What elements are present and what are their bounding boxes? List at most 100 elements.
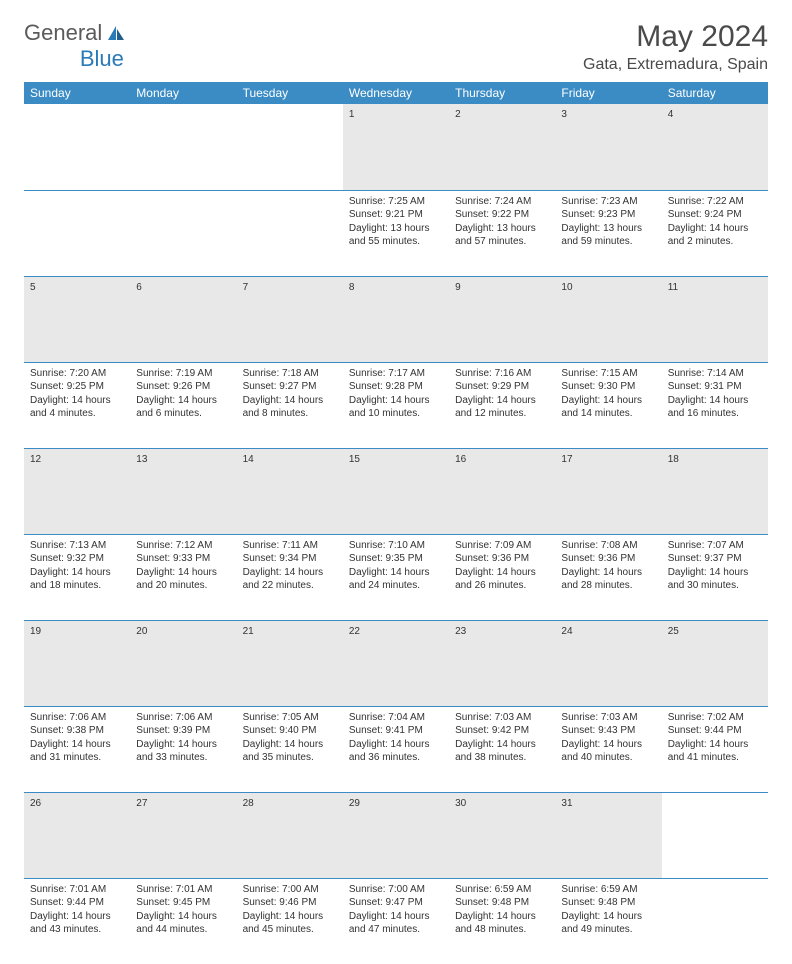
sunset-line: Sunset: 9:48 PM: [455, 896, 549, 910]
sunset-line: Sunset: 9:47 PM: [349, 896, 443, 910]
day-content-cell: Sunrise: 7:03 AMSunset: 9:42 PMDaylight:…: [449, 706, 555, 792]
sunrise-line: Sunrise: 7:11 AM: [243, 539, 337, 553]
daylight-line: Daylight: 14 hours and 20 minutes.: [136, 566, 230, 593]
sunset-line: Sunset: 9:32 PM: [30, 552, 124, 566]
content-row: Sunrise: 7:13 AMSunset: 9:32 PM Daylight:…: [24, 534, 768, 620]
sunrise-line: Sunrise: 7:02 AM: [668, 711, 762, 725]
day-details: Sunrise: 7:15 AMSunset: 9:30 PMDaylight:…: [561, 367, 655, 421]
content-row: Sunrise: 7:20 AMSunset: 9:25 PMDaylight:…: [24, 362, 768, 448]
daylight-line: Daylight: 14 hours and 16 minutes.: [668, 394, 762, 421]
sunrise-line: Sunrise: 7:12 AM: [136, 539, 230, 553]
day-details: Sunrise: 7:14 AMSunset: 9:31 PMDaylight:…: [668, 367, 762, 421]
sunset-line: Sunset: 9:40 PM: [243, 724, 337, 738]
day-details: Sunrise: 7:24 AMSunset: 9:22 PMDaylight:…: [455, 195, 549, 249]
sunrise-line: Sunrise: 7:13 AM: [30, 539, 124, 553]
day-content-cell: Sunrise: 7:09 AMSunset: 9:36 PMDaylight:…: [449, 534, 555, 620]
daylight-line: Daylight: 14 hours and 35 minutes.: [243, 738, 337, 765]
sunrise-line: Sunrise: 7:01 AM: [136, 883, 230, 897]
daylight-line: Daylight: 14 hours and 12 minutes.: [455, 394, 549, 421]
day-details: Sunrise: 7:19 AMSunset: 9:26 PMDaylight:…: [136, 367, 230, 421]
day-content-cell: Sunrise: 7:25 AMSunset: 9:21 PMDaylight:…: [343, 190, 449, 276]
sunrise-line: Sunrise: 7:18 AM: [243, 367, 337, 381]
day-details: Sunrise: 6:59 AMSunset: 9:48 PMDaylight:…: [561, 883, 655, 937]
day-content-cell: Sunrise: 7:01 AMSunset: 9:45 PMDaylight:…: [130, 878, 236, 964]
daynum-row: 19202122232425: [24, 620, 768, 706]
daylight-line: Daylight: 14 hours and 41 minutes.: [668, 738, 762, 765]
day-number-cell: 18: [662, 448, 768, 534]
weekday-header: Tuesday: [237, 82, 343, 104]
day-details: Sunrise: 7:25 AMSunset: 9:21 PMDaylight:…: [349, 195, 443, 249]
day-details: Sunrise: 7:11 AMSunset: 9:34 PMDaylight:…: [243, 539, 337, 593]
day-content-cell: Sunrise: 7:04 AMSunset: 9:41 PMDaylight:…: [343, 706, 449, 792]
day-number-cell: 9: [449, 276, 555, 362]
day-number-cell: 5: [24, 276, 130, 362]
sunrise-line: Sunrise: 7:00 AM: [349, 883, 443, 897]
day-content-cell: Sunrise: 6:59 AMSunset: 9:48 PMDaylight:…: [449, 878, 555, 964]
sunset-line: Sunset: 9:36 PM: [455, 552, 549, 566]
day-number-cell: 2: [449, 104, 555, 190]
content-row: Sunrise: 7:06 AMSunset: 9:38 PMDaylight:…: [24, 706, 768, 792]
sunset-line: Sunset: 9:28 PM: [349, 380, 443, 394]
day-content-cell: [662, 878, 768, 964]
daylight-line: Daylight: 13 hours and 59 minutes.: [561, 222, 655, 249]
sunset-line: Sunset: 9:23 PM: [561, 208, 655, 222]
sunset-line: Sunset: 9:37 PM: [668, 552, 762, 566]
day-content-cell: Sunrise: 7:19 AMSunset: 9:26 PMDaylight:…: [130, 362, 236, 448]
day-number-cell: 14: [237, 448, 343, 534]
day-number-cell: [662, 792, 768, 878]
day-details: Sunrise: 6:59 AMSunset: 9:48 PMDaylight:…: [455, 883, 549, 937]
day-content-cell: Sunrise: 7:18 AMSunset: 9:27 PMDaylight:…: [237, 362, 343, 448]
day-content-cell: Sunrise: 7:13 AMSunset: 9:32 PMDaylight:…: [24, 534, 130, 620]
day-number-cell: 29: [343, 792, 449, 878]
day-number-cell: 21: [237, 620, 343, 706]
day-content-cell: [24, 190, 130, 276]
day-number-cell: 19: [24, 620, 130, 706]
sunset-line: Sunset: 9:27 PM: [243, 380, 337, 394]
sunrise-line: Sunrise: 7:19 AM: [136, 367, 230, 381]
day-content-cell: Sunrise: 7:17 AMSunset: 9:28 PMDaylight:…: [343, 362, 449, 448]
sunset-line: Sunset: 9:38 PM: [30, 724, 124, 738]
logo-text-general: General: [24, 20, 102, 46]
day-details: Sunrise: 7:07 AMSunset: 9:37 PMDaylight:…: [668, 539, 762, 593]
day-content-cell: Sunrise: 7:07 AMSunset: 9:37 PMDaylight:…: [662, 534, 768, 620]
daylight-line: Daylight: 14 hours and 33 minutes.: [136, 738, 230, 765]
sunrise-line: Sunrise: 7:03 AM: [561, 711, 655, 725]
sunset-line: Sunset: 9:36 PM: [561, 552, 655, 566]
day-content-cell: Sunrise: 7:05 AMSunset: 9:40 PMDaylight:…: [237, 706, 343, 792]
sunset-line: Sunset: 9:30 PM: [561, 380, 655, 394]
daylight-line: Daylight: 13 hours and 57 minutes.: [455, 222, 549, 249]
sunset-line: Sunset: 9:22 PM: [455, 208, 549, 222]
day-content-cell: Sunrise: 7:14 AMSunset: 9:31 PMDaylight:…: [662, 362, 768, 448]
day-content-cell: Sunrise: 7:20 AMSunset: 9:25 PMDaylight:…: [24, 362, 130, 448]
sunset-line: Sunset: 9:25 PM: [30, 380, 124, 394]
day-number-cell: 10: [555, 276, 661, 362]
daynum-row: 12131415161718: [24, 448, 768, 534]
logo-text-blue: Blue: [80, 46, 124, 72]
day-details: Sunrise: 7:09 AMSunset: 9:36 PMDaylight:…: [455, 539, 549, 593]
sunrise-line: Sunrise: 7:09 AM: [455, 539, 549, 553]
day-content-cell: [130, 190, 236, 276]
sunrise-line: Sunrise: 7:01 AM: [30, 883, 124, 897]
day-content-cell: Sunrise: 7:06 AMSunset: 9:39 PMDaylight:…: [130, 706, 236, 792]
daylight-line: Daylight: 14 hours and 31 minutes.: [30, 738, 124, 765]
day-details: Sunrise: 7:16 AMSunset: 9:29 PMDaylight:…: [455, 367, 549, 421]
daylight-line: Daylight: 14 hours and 30 minutes.: [668, 566, 762, 593]
day-number-cell: 23: [449, 620, 555, 706]
sunrise-line: Sunrise: 7:06 AM: [136, 711, 230, 725]
day-number-cell: 13: [130, 448, 236, 534]
calendar-body: 1234Sunrise: 7:25 AMSunset: 9:21 PMDayli…: [24, 104, 768, 964]
day-details: Sunrise: 7:03 AMSunset: 9:43 PMDaylight:…: [561, 711, 655, 765]
logo-sail-icon: [106, 24, 126, 42]
sunset-line: Sunset: 9:42 PM: [455, 724, 549, 738]
sunset-line: Sunset: 9:45 PM: [136, 896, 230, 910]
sunset-line: Sunset: 9:48 PM: [561, 896, 655, 910]
day-content-cell: Sunrise: 7:02 AMSunset: 9:44 PMDaylight:…: [662, 706, 768, 792]
day-details: Sunrise: 7:10 AMSunset: 9:35 PMDaylight:…: [349, 539, 443, 593]
day-number-cell: 17: [555, 448, 661, 534]
day-number-cell: 11: [662, 276, 768, 362]
day-number-cell: 27: [130, 792, 236, 878]
sunset-line: Sunset: 9:39 PM: [136, 724, 230, 738]
day-details: Sunrise: 7:00 AMSunset: 9:46 PMDaylight:…: [243, 883, 337, 937]
daylight-line: Daylight: 14 hours and 22 minutes.: [243, 566, 337, 593]
weekday-header: Friday: [555, 82, 661, 104]
